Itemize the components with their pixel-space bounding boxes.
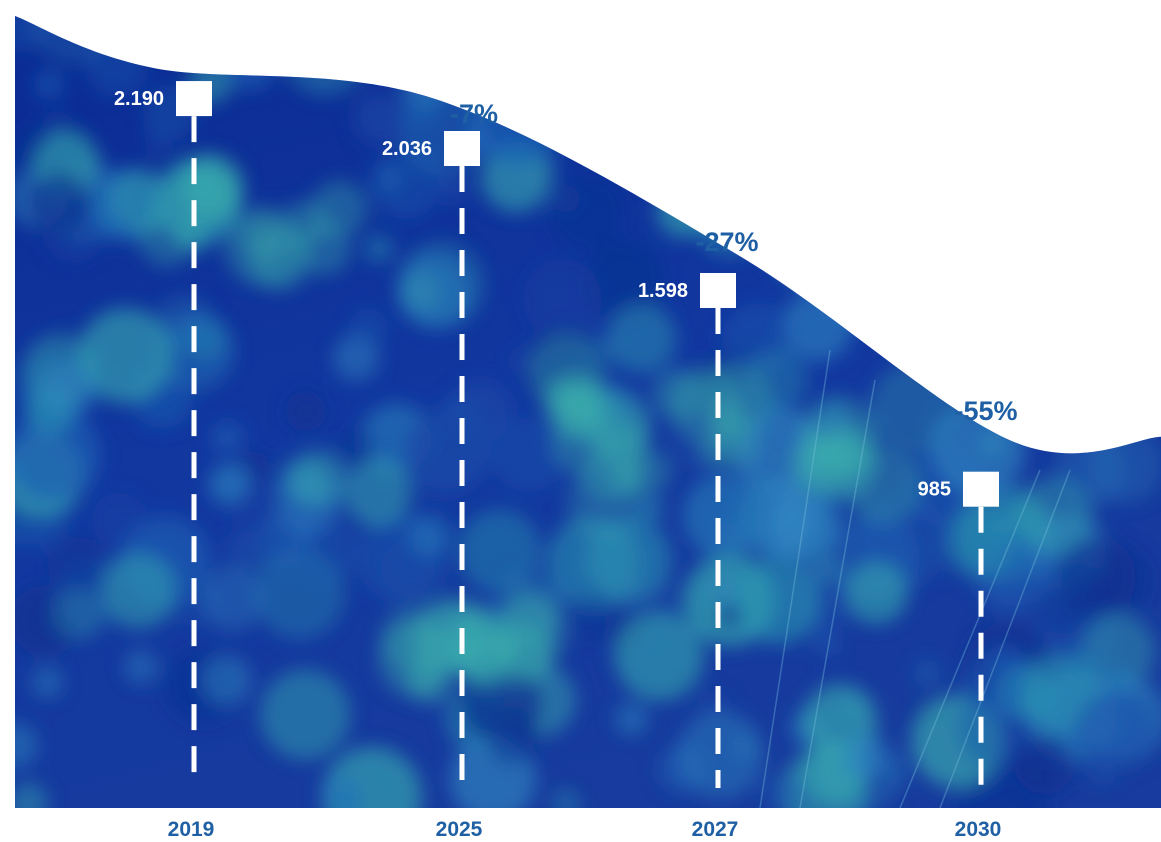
value-label-2019: 2.190 <box>114 88 164 110</box>
x-tick-label-2025: 2025 <box>436 818 483 841</box>
change-label-2025: -7% <box>450 99 498 129</box>
value-label-2027: 1.598 <box>638 280 688 302</box>
x-tick-label-2027: 2027 <box>692 818 739 841</box>
marker-2019 <box>176 81 212 117</box>
marker-2027 <box>700 272 736 308</box>
change-label-2030: -55% <box>954 396 1017 426</box>
x-tick-label-2030: 2030 <box>955 818 1002 841</box>
marker-2030 <box>963 471 999 507</box>
marker-2025 <box>444 130 480 166</box>
x-tick-label-2019: 2019 <box>168 818 215 841</box>
change-label-2027: -27% <box>695 227 758 257</box>
value-label-2025: 2.036 <box>382 138 432 160</box>
value-label-2030: 985 <box>918 479 951 501</box>
